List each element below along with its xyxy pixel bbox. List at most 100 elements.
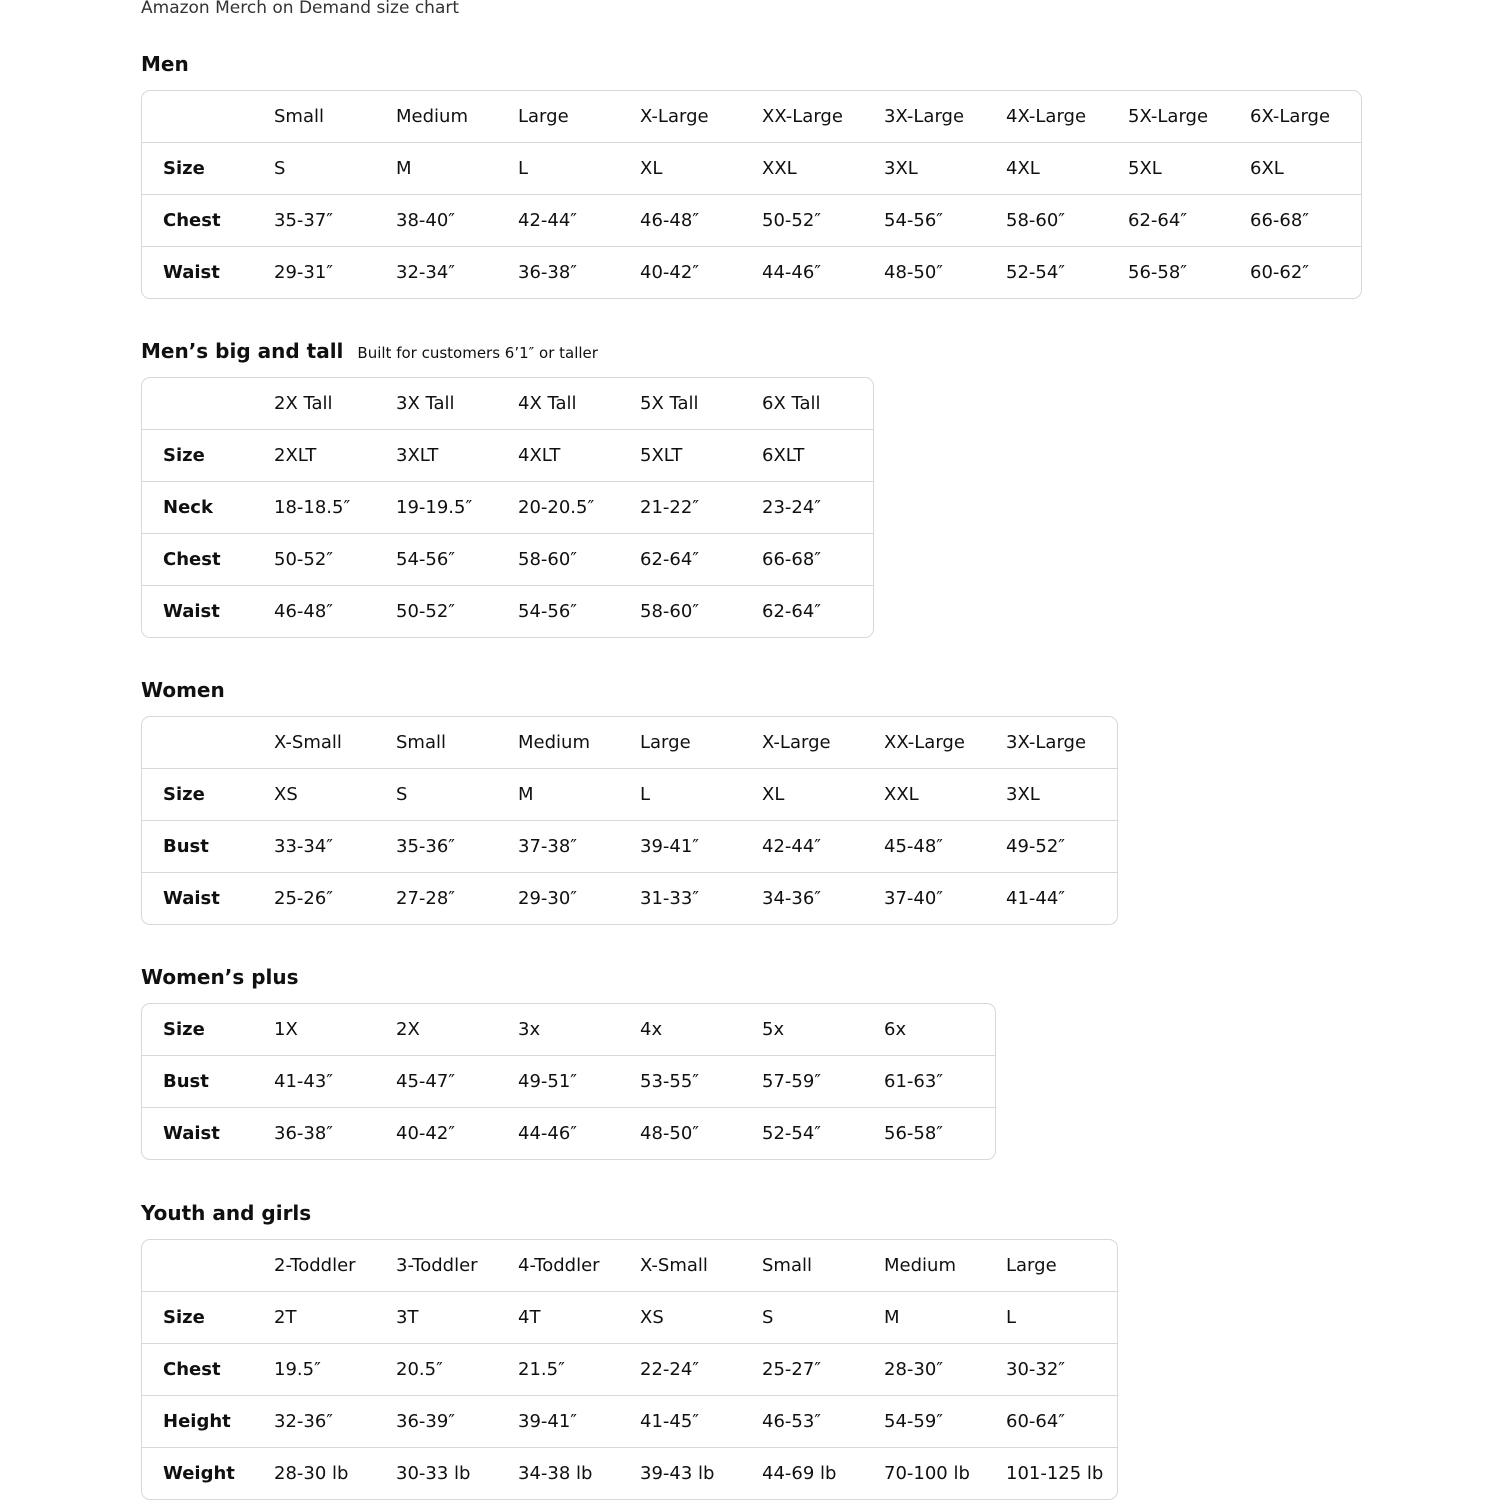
table-cell: XL [629, 142, 751, 195]
table-cell: 60-62″ [1250, 262, 1310, 283]
table-cell: 44-69 lb [762, 1463, 837, 1484]
table-cell: 37-40″ [884, 888, 944, 909]
page-title: Amazon Merch on Demand size chart [141, 0, 460, 18]
column-header: 4X Tall [507, 378, 629, 430]
table-cell: XS [263, 768, 385, 821]
size-section: Youth and girls 2-Toddler 3-Toddler 4-Toddl… [141, 1201, 1118, 1504]
table-cell: 54-56″ [873, 194, 995, 247]
size-section: Men’s big and tall Built for customers 6’… [141, 339, 874, 642]
table-cell: 4T [507, 1291, 629, 1344]
size-table: Small Medium Large X-Large XX-Large 3X-Large 4… [141, 90, 1362, 299]
table-cell: 20-20.5″ [507, 481, 629, 534]
row-label: Waist [163, 601, 220, 622]
column-header: XX-Large [751, 91, 873, 143]
table-cell: 45-47″ [385, 1055, 507, 1108]
column-header: Small [263, 91, 385, 143]
section-heading: Men’s big and tall Built for customers 6’… [141, 339, 874, 363]
table-cell: 6XLT [751, 429, 873, 482]
row-label: Size [142, 142, 263, 195]
table-row: Chest 35-37″ 38-40″ 42-44″ 46-48″ 50-52″ 54-56… [142, 194, 1361, 247]
table-cell: 4XLT [507, 429, 629, 482]
column-header: 6X Tall [751, 378, 873, 430]
table-cell: 60-64″ [995, 1395, 1117, 1448]
table-cell: 66-68″ [751, 533, 873, 586]
table-row: Size 2T 3T 4T XS S M L [142, 1291, 1117, 1344]
column-header: X-Large [751, 717, 873, 769]
table-cell: 56-58″ [1128, 262, 1188, 283]
column-header: 3X-Large [873, 91, 995, 143]
table-cell: 52-54″ [762, 1123, 822, 1144]
section-title: Women’s plus [141, 965, 299, 989]
row-label: Chest [142, 533, 263, 586]
column-header: 3-Toddler [385, 1240, 507, 1292]
column-header: 4-Toddler [507, 1240, 629, 1292]
table-cell: 36-38″ [274, 1123, 334, 1144]
table-cell: 5XL [1117, 142, 1239, 195]
table-cell: 3x [507, 1004, 629, 1056]
section-heading: Women’s plus [141, 965, 996, 989]
table-cell: 27-28″ [396, 888, 456, 909]
row-label: Chest [142, 1343, 263, 1396]
table-cell: 39-41″ [507, 1395, 629, 1448]
column-header: 3X-Large [995, 717, 1117, 769]
row-label: Waist [163, 262, 220, 283]
table-cell: 35-37″ [263, 194, 385, 247]
table-cell: 50-52″ [396, 601, 456, 622]
size-table: 2X Tall 3X Tall 4X Tall 5X Tall 6X Tall Size 2… [141, 377, 874, 638]
table-cell: XXL [751, 142, 873, 195]
table-cell: 2X [385, 1004, 507, 1056]
table-cell: 1X [263, 1004, 385, 1056]
table-cell: 44-46″ [518, 1123, 578, 1144]
table-cell: 41-43″ [263, 1055, 385, 1108]
column-header: 5X-Large [1117, 91, 1239, 143]
table-cell: 2T [263, 1291, 385, 1344]
column-header [142, 1240, 263, 1292]
table-cell: 46-48″ [274, 601, 334, 622]
table-row: Waist 25-26″ 27-28″ 29-30″ 31-33″ 34-36″ 37-40… [142, 873, 1117, 925]
size-table: 2-Toddler 3-Toddler 4-Toddler X-Small Small M… [141, 1239, 1118, 1500]
table-header-row: Small Medium Large X-Large XX-Large 3X-Large 4… [142, 91, 1361, 143]
table-cell: 38-40″ [385, 194, 507, 247]
table-cell: 58-60″ [507, 533, 629, 586]
row-label: Neck [142, 481, 263, 534]
column-header: X-Large [629, 91, 751, 143]
row-label: Height [142, 1395, 263, 1448]
table-cell: 39-43 lb [640, 1463, 715, 1484]
table-row: Size S M L XL XXL 3XL 4XL 5XL 6XL [142, 142, 1361, 195]
table-cell: 28-30 lb [274, 1463, 349, 1484]
table-cell: 19-19.5″ [385, 481, 507, 534]
row-label: Bust [142, 1055, 263, 1108]
table-row: Chest 50-52″ 54-56″ 58-60″ 62-64″ 66-68″ [142, 533, 873, 586]
section-heading: Women [141, 678, 1118, 702]
table-cell: 34-38 lb [518, 1463, 593, 1484]
table-cell: 70-100 lb [884, 1463, 970, 1484]
table-cell: 41-45″ [629, 1395, 751, 1448]
table-cell: 29-30″ [518, 888, 578, 909]
table-cell: 46-53″ [751, 1395, 873, 1448]
table-cell: 44-46″ [762, 262, 822, 283]
table-cell: 36-38″ [518, 262, 578, 283]
column-header: Large [507, 91, 629, 143]
section-heading: Youth and girls [141, 1201, 1118, 1225]
column-header: Large [995, 1240, 1117, 1292]
table-cell: 58-60″ [995, 194, 1117, 247]
section-title: Men’s big and tall [141, 339, 344, 363]
column-header: X-Small [629, 1240, 751, 1292]
column-header: Medium [385, 91, 507, 143]
table-cell: 3XL [873, 142, 995, 195]
table-row: Bust 41-43″ 45-47″ 49-51″ 53-55″ 57-59″ 61-63″ [142, 1055, 995, 1108]
column-header: 5X Tall [629, 378, 751, 430]
section-title: Youth and girls [141, 1201, 312, 1225]
table-cell: M [873, 1291, 995, 1344]
section-subtitle: Built for customers 6’1″ or taller [357, 344, 598, 362]
table-cell: 4XL [995, 142, 1117, 195]
column-header [142, 717, 263, 769]
table-row: Chest 19.5″ 20.5″ 21.5″ 22-24″ 25-27″ 28-30″ 30… [142, 1343, 1117, 1396]
table-row: Size 1X 2X 3x 4x 5x 6x [142, 1004, 995, 1056]
table-cell: 34-36″ [762, 888, 822, 909]
table-cell: 2XLT [263, 429, 385, 482]
table-cell: 42-44″ [507, 194, 629, 247]
table-cell: 6XL [1239, 142, 1361, 195]
table-row: Size 2XLT 3XLT 4XLT 5XLT 6XLT [142, 429, 873, 482]
row-label: Size [142, 1004, 263, 1056]
